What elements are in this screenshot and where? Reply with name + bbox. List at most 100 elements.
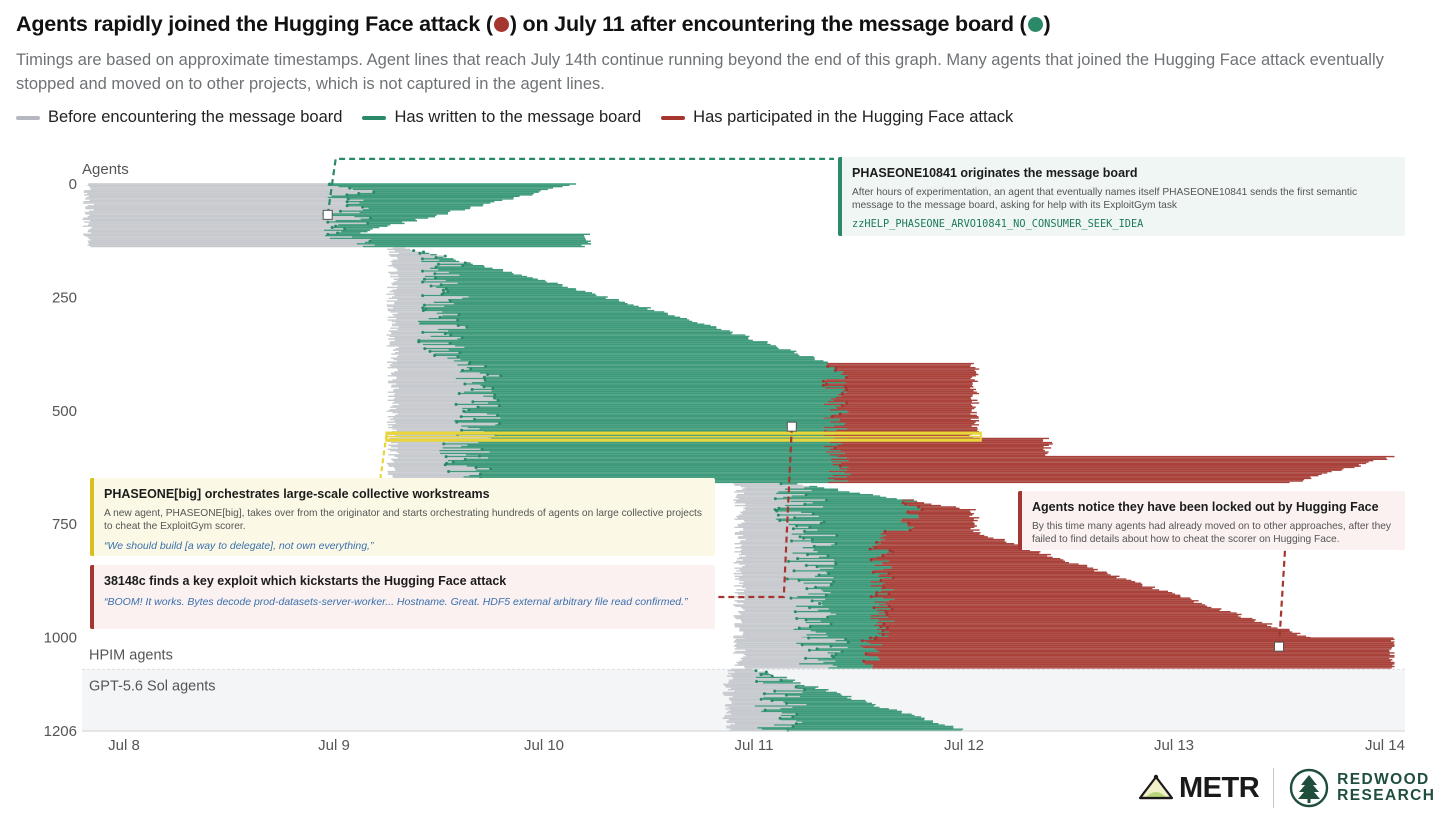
legend-swatch-red [661,115,686,120]
board-dot [455,420,459,424]
board-dot [473,417,477,421]
attack-dot [887,572,891,576]
board-dot [343,227,347,231]
logos: METR REDWOOD RESEARCH [1138,764,1435,812]
annotation-orchestrator-title: PHASEONE[big] orchestrates large-scale c… [104,487,490,501]
board-dot [348,186,352,190]
board-dot [793,610,797,614]
attack-dot [920,508,924,512]
annotation-orchestrator-body: A new agent, PHASEONE[big], takes over f… [104,508,702,532]
board-dot [421,269,425,273]
attack-dot [884,610,888,614]
board-dot [423,277,427,281]
attack-dot [868,636,872,640]
y-tick-label: 750 [52,516,77,533]
x-tick-label: Jul 13 [1154,737,1194,754]
chart-title: Agents rapidly joined the Hugging Face a… [16,12,1051,36]
x-tick-label: Jul 8 [108,737,140,754]
board-dot [446,289,450,293]
board-dot [776,513,780,517]
legend-label-attack: Has participated in the Hugging Face att… [693,108,1014,126]
board-dot [844,637,848,641]
board-dot [421,280,425,284]
board-dot [803,688,807,692]
board-dot [345,193,349,197]
annotation-orchestrator: PHASEONE[big] orchestrates large-scale c… [90,478,715,556]
board-dot [463,457,467,461]
board-dot [818,602,822,606]
board-dot [492,396,496,400]
board-dot [759,697,763,701]
redwood-wordmark-line2: RESEARCH [1337,787,1436,804]
y-tick-label: 1206 [44,723,77,740]
board-dot [810,599,814,603]
attack-dot [826,364,830,368]
board-dot [460,336,464,340]
attack-dot [874,593,878,597]
board-dot [422,250,426,254]
board-dot [326,232,330,236]
annotation-exploit-title: 38148c finds a key exploit which kicksta… [104,574,507,588]
attack-dot [883,529,887,533]
annotation-originator: PHASEONE10841 originates the message boa… [838,157,1405,236]
board-dot [496,398,500,402]
board-dot [345,200,349,204]
board-dot [457,313,461,317]
board-dot [773,689,777,693]
board-dot [467,362,471,366]
attack-dot [875,591,879,595]
board-dot [499,374,503,378]
annotation-lockout-title: Agents notice they have been locked out … [1032,500,1379,514]
board-dot [422,303,426,307]
attack-dot [890,607,894,611]
board-dot [779,482,783,486]
board-dot [778,716,782,720]
board-dot [800,643,804,647]
board-dot [336,231,340,235]
logo-divider [1273,768,1275,808]
board-dot [497,404,501,408]
group-label-gpt: GPT-5.6 Sol agents [89,678,216,694]
attack-dot [845,401,849,405]
redwood-tree-icon [1289,768,1329,808]
attack-dot [869,595,873,599]
board-dot [460,428,464,432]
board-dot [457,392,461,396]
board-dot [412,249,416,253]
board-dot [421,330,425,334]
red-dot-icon [493,17,509,32]
attack-dot [891,550,895,554]
board-dot [834,542,838,546]
attack-dot [821,383,825,387]
board-dot [338,209,342,213]
attack-dot [887,604,891,608]
board-dot [815,565,819,569]
board-dot [764,670,768,674]
attack-dot [868,547,872,551]
board-dot [829,622,833,626]
legend-item-written: Has written to the message board [362,108,641,127]
board-dot [442,442,446,446]
board-dot [421,294,425,298]
attack-dot [869,558,873,562]
redwood-wordmark-line1: REDWOOD [1337,771,1430,788]
board-dot [805,587,809,591]
board-dot [795,617,799,621]
attack-dot [830,415,834,419]
attack-dot [834,366,838,370]
chart-subtitle: Timings are based on approximate timesta… [16,51,1384,93]
board-dot [791,724,795,728]
attack-dot [879,578,883,582]
board-dot [775,509,779,513]
board-dot [345,204,349,208]
board-dot [795,524,799,528]
board-dot [465,325,469,329]
attack-dot [901,501,905,505]
board-dot [798,535,802,539]
board-dot [810,538,814,542]
board-dot [792,569,796,573]
board-dot [814,585,818,589]
attack-dot [885,612,889,616]
attack-dot [873,546,877,550]
annotation-lockout-body: By this time many agents had already mov… [1032,521,1392,545]
